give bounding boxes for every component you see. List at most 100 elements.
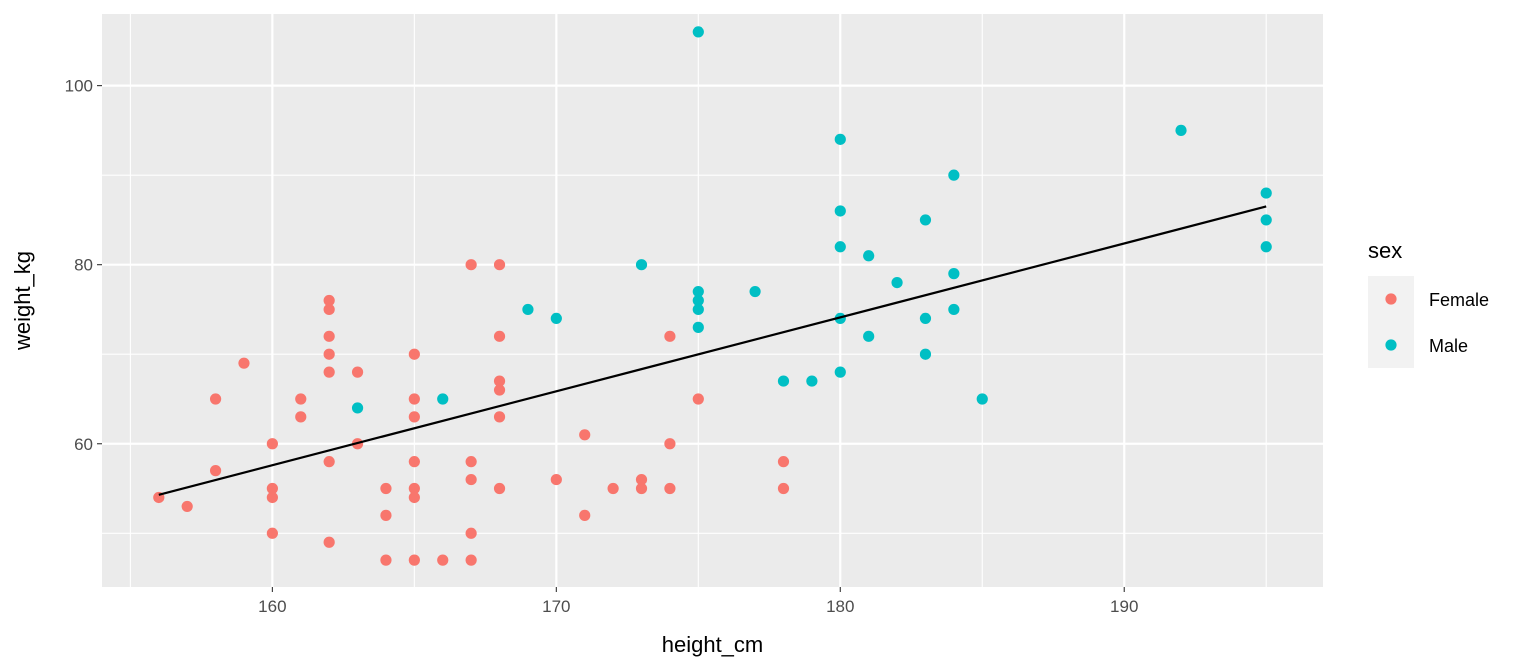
data-point-female bbox=[408, 348, 420, 360]
data-point-male bbox=[437, 393, 449, 405]
legend-title: sex bbox=[1368, 238, 1402, 263]
x-tick-label: 190 bbox=[1110, 597, 1138, 616]
data-point-female bbox=[635, 473, 648, 486]
legend-key-male bbox=[1385, 339, 1397, 351]
x-tick-label: 180 bbox=[826, 597, 854, 616]
data-point-female bbox=[692, 393, 704, 405]
data-point-female bbox=[323, 456, 335, 468]
data-point-female bbox=[664, 438, 676, 450]
legend-label-male: Male bbox=[1429, 336, 1468, 356]
data-point-female bbox=[266, 482, 278, 495]
data-point-female bbox=[323, 303, 335, 316]
data-point-male bbox=[891, 276, 903, 289]
data-point-male bbox=[919, 214, 932, 226]
x-tick-label: 160 bbox=[258, 597, 286, 616]
data-point-female bbox=[380, 554, 392, 566]
data-point-male bbox=[692, 303, 704, 316]
data-point-female bbox=[777, 482, 790, 495]
data-point-female bbox=[351, 366, 364, 378]
data-point-female bbox=[465, 456, 477, 468]
data-point-female bbox=[664, 482, 676, 495]
legend-label-female: Female bbox=[1429, 290, 1489, 310]
data-point-male bbox=[834, 241, 846, 253]
data-point-female bbox=[408, 554, 420, 566]
x-axis: 160 170 180 190 bbox=[258, 587, 1138, 616]
data-point-female bbox=[323, 366, 335, 378]
x-tick-label: 170 bbox=[542, 597, 570, 616]
y-tick-label: 80 bbox=[74, 256, 93, 275]
data-point-female bbox=[323, 536, 335, 548]
data-point-female bbox=[465, 527, 477, 539]
data-point-female bbox=[493, 259, 506, 271]
data-point-male bbox=[834, 133, 846, 145]
data-point-male bbox=[834, 366, 846, 378]
data-point-female bbox=[777, 456, 790, 468]
data-point-male bbox=[948, 303, 960, 316]
data-point-male bbox=[1260, 214, 1272, 226]
trend-line bbox=[158, 205, 1267, 496]
data-point-male bbox=[948, 268, 960, 280]
data-point-female bbox=[209, 393, 222, 405]
data-point-female bbox=[493, 411, 506, 423]
data-point-male bbox=[863, 330, 875, 342]
x-axis-title: height_cm bbox=[662, 632, 764, 657]
data-point-female bbox=[579, 429, 591, 441]
data-point-male bbox=[550, 312, 562, 325]
data-point-female bbox=[323, 294, 335, 307]
data-point-female bbox=[465, 259, 477, 271]
data-point-male bbox=[522, 303, 534, 316]
y-axis: 60 80 100 bbox=[65, 77, 102, 454]
major-gridlines bbox=[102, 14, 1323, 587]
data-point-male bbox=[863, 250, 875, 262]
plot-panel bbox=[102, 14, 1323, 587]
data-point-female bbox=[493, 384, 506, 396]
data-point-male bbox=[1260, 187, 1272, 199]
legend: sex Female Male bbox=[1368, 238, 1489, 368]
data-point-male bbox=[692, 321, 704, 333]
data-point-female bbox=[380, 509, 392, 521]
data-point-male bbox=[919, 312, 932, 325]
data-point-female bbox=[266, 527, 278, 539]
data-point-male bbox=[777, 375, 790, 387]
data-point-male bbox=[635, 259, 648, 271]
data-point-male bbox=[351, 402, 364, 414]
data-point-male bbox=[692, 294, 704, 307]
data-point-female bbox=[465, 554, 477, 566]
data-point-female bbox=[607, 482, 619, 495]
trend-line-layer bbox=[158, 205, 1267, 496]
data-point-female bbox=[408, 456, 420, 468]
data-point-female bbox=[493, 375, 506, 387]
data-point-male bbox=[948, 169, 960, 181]
data-point-female bbox=[408, 482, 420, 495]
data-point-male bbox=[1260, 241, 1272, 253]
data-point-female bbox=[579, 509, 591, 521]
data-point-female bbox=[408, 491, 420, 504]
data-point-female bbox=[181, 500, 193, 513]
data-point-female bbox=[295, 393, 307, 405]
data-point-female bbox=[635, 482, 648, 495]
data-point-female bbox=[550, 473, 562, 486]
data-points bbox=[153, 26, 1272, 566]
data-point-male bbox=[749, 285, 761, 298]
data-point-female bbox=[493, 330, 506, 342]
y-tick-label: 100 bbox=[65, 77, 93, 96]
legend-key-background bbox=[1368, 276, 1414, 368]
data-point-female bbox=[380, 482, 392, 495]
data-point-female bbox=[295, 411, 307, 423]
data-point-male bbox=[692, 285, 704, 298]
data-point-female bbox=[493, 482, 506, 495]
data-point-female bbox=[408, 411, 420, 423]
data-point-male bbox=[834, 205, 846, 217]
data-point-female bbox=[408, 393, 420, 405]
data-point-female bbox=[266, 438, 278, 450]
y-axis-title: weight_kg bbox=[10, 251, 35, 351]
data-point-female bbox=[209, 465, 222, 477]
y-tick-label: 60 bbox=[74, 435, 93, 454]
data-point-female bbox=[266, 491, 278, 504]
data-point-male bbox=[692, 26, 704, 38]
minor-gridlines bbox=[102, 14, 1323, 587]
data-point-female bbox=[664, 330, 676, 342]
legend-key-female bbox=[1385, 293, 1397, 305]
